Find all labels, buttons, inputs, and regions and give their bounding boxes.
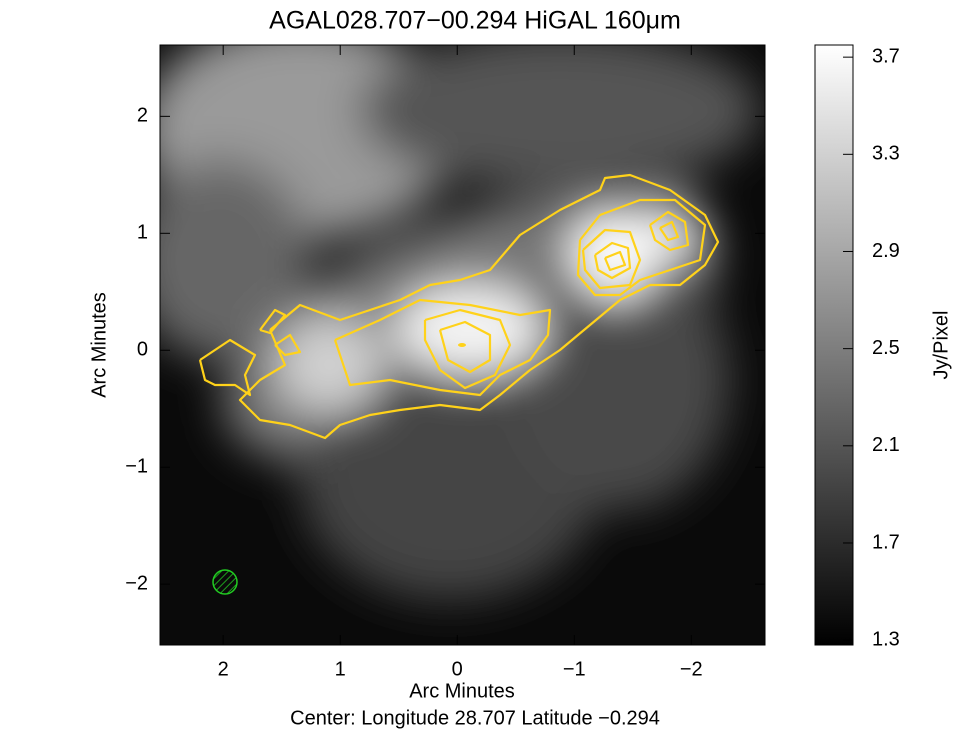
y-tick-label: 2 xyxy=(137,105,148,127)
colorbar-tick-label: 2.9 xyxy=(872,240,900,262)
x-axis-label: Arc Minutes xyxy=(409,680,515,702)
colorbar-tick-label: 3.3 xyxy=(872,143,900,165)
image xyxy=(160,45,765,645)
colorbar-tick-label: 2.5 xyxy=(872,337,900,359)
plot-frame xyxy=(159,44,766,646)
x-tick-label: 2 xyxy=(218,658,229,680)
y-axis-label: Arc Minutes xyxy=(88,292,110,398)
x-tick-label: 0 xyxy=(452,658,463,680)
y-tick-label: 0 xyxy=(137,339,148,361)
y-tick-label: 1 xyxy=(137,222,148,244)
colorbar-label: Jy/Pixel xyxy=(930,311,952,380)
chart-title: AGAL028.707−00.294 HiGAL 160μm xyxy=(269,7,681,35)
colorbar xyxy=(814,44,854,646)
colorbar-tick-label: 1.7 xyxy=(872,531,900,553)
colorbar-tick-label: 3.7 xyxy=(872,45,900,67)
y-tick-label: −1 xyxy=(125,456,148,478)
y-tick-label: −2 xyxy=(125,572,148,594)
x-tick-label: −2 xyxy=(680,658,703,680)
x-tick-label: 1 xyxy=(335,658,346,680)
subtitle: Center: Longitude 28.707 Latitude −0.294 xyxy=(290,707,660,729)
x-tick-label: −1 xyxy=(563,658,586,680)
colorbar-tick-label: 1.3 xyxy=(872,628,900,650)
colorbar-tick-label: 2.1 xyxy=(872,434,900,456)
